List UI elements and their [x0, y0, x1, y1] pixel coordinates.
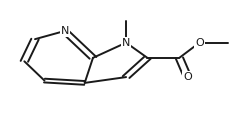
Text: O: O [195, 38, 204, 48]
Text: O: O [183, 72, 192, 82]
Text: N: N [122, 38, 130, 48]
Text: N: N [60, 26, 69, 36]
